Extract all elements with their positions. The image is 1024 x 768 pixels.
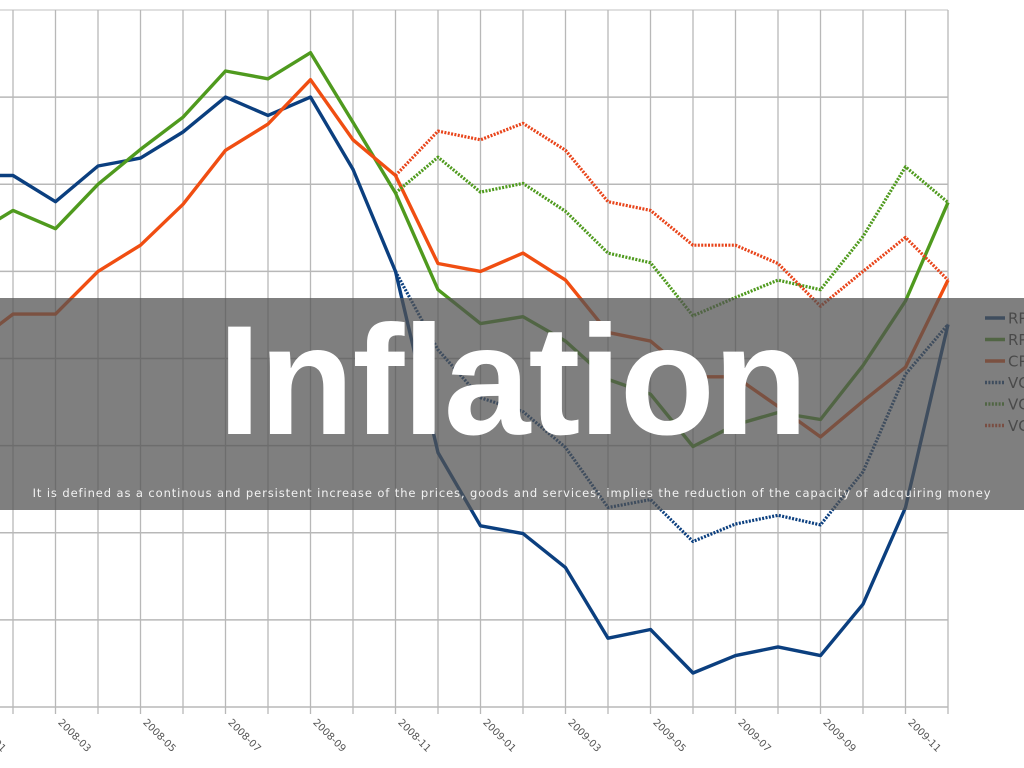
series-line [394, 155, 950, 318]
x-axis-ticks: 2008-01 2008-03 2008-05 2008-07 2008-09 2008-… [0, 717, 943, 754]
x-tick-label: 2009-07 [735, 717, 772, 754]
x-tick-label: 2009-11 [905, 717, 942, 754]
x-tick-label: 2008-01 [0, 717, 8, 754]
x-tick-label: 2009-03 [565, 717, 602, 754]
series-4 [394, 155, 950, 318]
slide-subtitle: It is defined as a continous and persist… [32, 486, 992, 500]
x-tick-label: 2008-05 [140, 717, 177, 754]
x-tick-label: 2008-09 [310, 717, 347, 754]
x-tick-label: 2008-11 [395, 717, 432, 754]
slide-title: Inflation [217, 294, 809, 468]
series-line [394, 121, 950, 308]
x-tick-label: 2009-09 [820, 717, 857, 754]
x-tick-label: 2009-01 [480, 717, 517, 754]
x-tick-label: 2009-05 [650, 717, 687, 754]
series-5 [394, 121, 950, 308]
x-tick-label: 2008-03 [55, 717, 92, 754]
title-overlay-band [0, 298, 1024, 510]
x-tick-label: 2008-07 [225, 717, 262, 754]
